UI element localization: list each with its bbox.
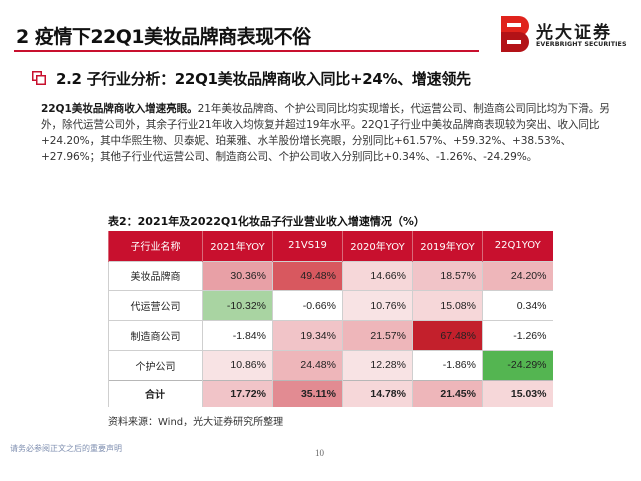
table-cell: 12.28% xyxy=(342,349,413,381)
row-category: 美妆品牌商 xyxy=(108,260,203,291)
table-row: 美妆品牌商 30.36% 49.48% 14.66% 18.57% 24.20% xyxy=(108,260,553,291)
total-cell: 14.78% xyxy=(342,379,413,407)
header-category: 子行业名称 xyxy=(108,231,203,261)
total-row: 合计 17.72% 35.11% 14.78% 21.45% 15.03% xyxy=(108,379,553,407)
table-cell: 15.08% xyxy=(412,290,483,321)
table-cell: 67.48% xyxy=(412,320,483,351)
header-2020-yoy: 2020年YOY xyxy=(342,231,413,261)
table-cell: 30.36% xyxy=(202,260,273,291)
table-cell: -1.26% xyxy=(482,320,553,351)
table-cell: 14.66% xyxy=(342,260,413,291)
table-cell: -1.86% xyxy=(412,349,483,381)
row-category: 制造商公司 xyxy=(108,320,203,351)
total-cell: 17.72% xyxy=(202,379,273,407)
total-cell: 35.11% xyxy=(272,379,343,407)
table-cell: 10.86% xyxy=(202,349,273,381)
paragraph-text: 21年美妆品牌商、个护公司同比均实现增长，代运营公司、制造商公司同比均为下滑。另… xyxy=(41,103,610,163)
table-row: 个护公司 10.86% 24.48% 12.28% -1.86% -24.29% xyxy=(108,349,553,381)
table-cell: -0.66% xyxy=(272,290,343,321)
brand-name-en: EVERBRIGHT SECURITIES xyxy=(536,41,627,48)
table-cell: 24.20% xyxy=(482,260,553,291)
header-22q1-yoy: 22Q1YOY xyxy=(482,231,553,261)
disclaimer-link[interactable]: 请务必参阅正文之后的重要声明 xyxy=(10,444,122,453)
header-2021-yoy: 2021年YOY xyxy=(202,231,273,261)
total-label: 合计 xyxy=(108,379,203,407)
growth-table: 子行业名称 2021年YOY 21VS19 2020年YOY 2019年YOY … xyxy=(108,231,553,407)
brand-name-cn: 光大证券 xyxy=(536,23,612,43)
table-cell: 0.34% xyxy=(482,290,553,321)
table-header-row: 子行业名称 2021年YOY 21VS19 2020年YOY 2019年YOY … xyxy=(108,231,553,261)
table-row: 代运营公司 -10.32% -0.66% 10.76% 15.08% 0.34% xyxy=(108,290,553,321)
page-number: 10 xyxy=(315,448,324,458)
header-2019-yoy: 2019年YOY xyxy=(412,231,483,261)
table-caption: 表2：2021年及2022Q1化妆品子行业营业收入增速情况（%） xyxy=(108,215,425,228)
table-cell: -24.29% xyxy=(482,349,553,381)
row-category: 个护公司 xyxy=(108,349,203,381)
everbright-logo-icon xyxy=(501,16,529,52)
section-heading: 2.2 子行业分析：22Q1美妆品牌商收入同比+24%、增速领先 xyxy=(56,70,471,88)
header-21vs19: 21VS19 xyxy=(272,231,343,261)
table-cell: 19.34% xyxy=(272,320,343,351)
total-cell: 21.45% xyxy=(412,379,483,407)
brand-logo: 光大证券 EVERBRIGHT SECURITIES xyxy=(499,14,631,54)
table-cell: -10.32% xyxy=(202,290,273,321)
table-cell: 49.48% xyxy=(272,260,343,291)
table-cell: 18.57% xyxy=(412,260,483,291)
source-note: 资料来源：Wind，光大证券研究所整理 xyxy=(108,417,284,428)
table-cell: 24.48% xyxy=(272,349,343,381)
table-cell: 21.57% xyxy=(342,320,413,351)
table-cell: -1.84% xyxy=(202,320,273,351)
title-divider xyxy=(14,50,479,52)
total-cell: 15.03% xyxy=(482,379,553,407)
row-category: 代运营公司 xyxy=(108,290,203,321)
table-cell: 10.76% xyxy=(342,290,413,321)
paragraph-lead: 22Q1美妆品牌商收入增速亮眼。 xyxy=(41,103,198,115)
page-title: 2 疫情下22Q1美妆品牌商表现不俗 xyxy=(16,26,311,48)
nested-squares-icon xyxy=(32,71,46,85)
body-paragraph: 22Q1美妆品牌商收入增速亮眼。21年美妆品牌商、个护公司同比均实现增长，代运营… xyxy=(41,101,617,165)
table-row: 制造商公司 -1.84% 19.34% 21.57% 67.48% -1.26% xyxy=(108,320,553,351)
